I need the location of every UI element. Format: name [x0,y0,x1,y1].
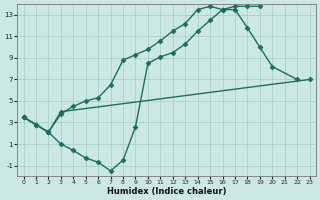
X-axis label: Humidex (Indice chaleur): Humidex (Indice chaleur) [107,187,226,196]
